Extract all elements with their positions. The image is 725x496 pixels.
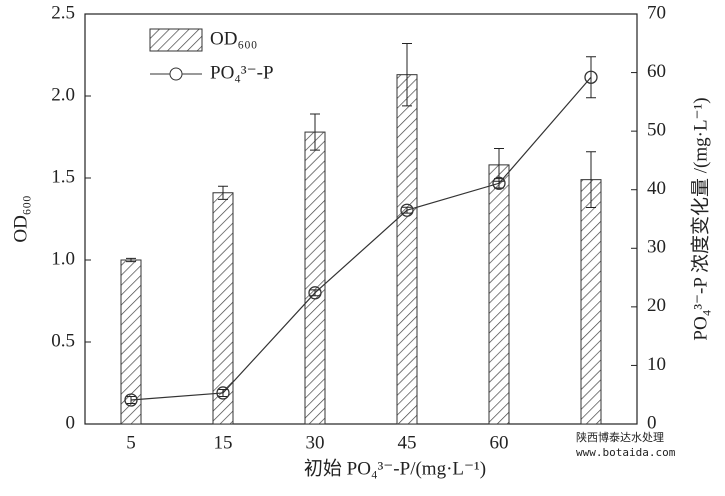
y2-tick-label: 70 (647, 2, 666, 23)
error-bar (494, 147, 504, 182)
y-tick-label: 0.5 (51, 330, 75, 351)
y2-tick-label: 40 (647, 178, 666, 199)
y2-tick-label: 50 (647, 120, 666, 141)
x-axis-label: 初始 PO₄³⁻-P/(mg·L⁻¹) (304, 457, 486, 479)
bar (580, 179, 602, 425)
error-bar (310, 113, 320, 151)
point (308, 286, 322, 300)
legend-label: OD₆₀₀ (210, 28, 257, 49)
error-bar (310, 289, 320, 297)
point (124, 393, 138, 407)
error-bar (126, 257, 136, 263)
legend-swatch (149, 28, 203, 52)
bar (304, 131, 326, 425)
error-bar (586, 151, 596, 209)
y2-tick-label: 20 (647, 295, 666, 316)
point (584, 70, 598, 84)
y2-tick-label: 10 (647, 354, 666, 375)
point (400, 203, 414, 217)
error-bar (402, 206, 412, 214)
y-tick-label: 1.5 (51, 166, 75, 187)
y-tick-label: 0 (66, 412, 76, 433)
y2-tick-label: 0 (647, 412, 657, 433)
point (216, 386, 230, 400)
legend-swatch (169, 67, 183, 81)
x-tick-label: 30 (306, 432, 325, 453)
point (492, 176, 506, 190)
error-bar (126, 395, 136, 404)
legend-label: PO₄³⁻-P (210, 62, 274, 83)
x-tick-label: 60 (490, 432, 509, 453)
y2-tick-label: 60 (647, 61, 666, 82)
error-bar (218, 185, 228, 200)
y-tick-label: 2.5 (51, 2, 75, 23)
watermark: 陕西博泰达水处理 (576, 430, 664, 444)
line (130, 76, 592, 401)
y2-tick-label: 30 (647, 237, 666, 258)
error-bar (218, 388, 228, 397)
x-tick-label: 15 (214, 432, 233, 453)
plot-frame (84, 13, 638, 425)
watermark-bg (572, 428, 682, 462)
y-axis-label: OD₆₀₀ (10, 195, 31, 242)
y2-axis-label: PO₄³⁻-P 浓度变化量 /(mg·L⁻¹) (689, 97, 711, 340)
error-bar (586, 56, 596, 99)
bar (488, 164, 510, 425)
y-tick-label: 2.0 (51, 84, 75, 105)
error-bar (402, 43, 412, 107)
x-tick-label: 5 (126, 432, 136, 453)
x-tick-label: 45 (398, 432, 417, 453)
y-tick-label: 1.0 (51, 248, 75, 269)
watermark: www.botaida.com (576, 446, 676, 459)
bar (396, 74, 418, 425)
